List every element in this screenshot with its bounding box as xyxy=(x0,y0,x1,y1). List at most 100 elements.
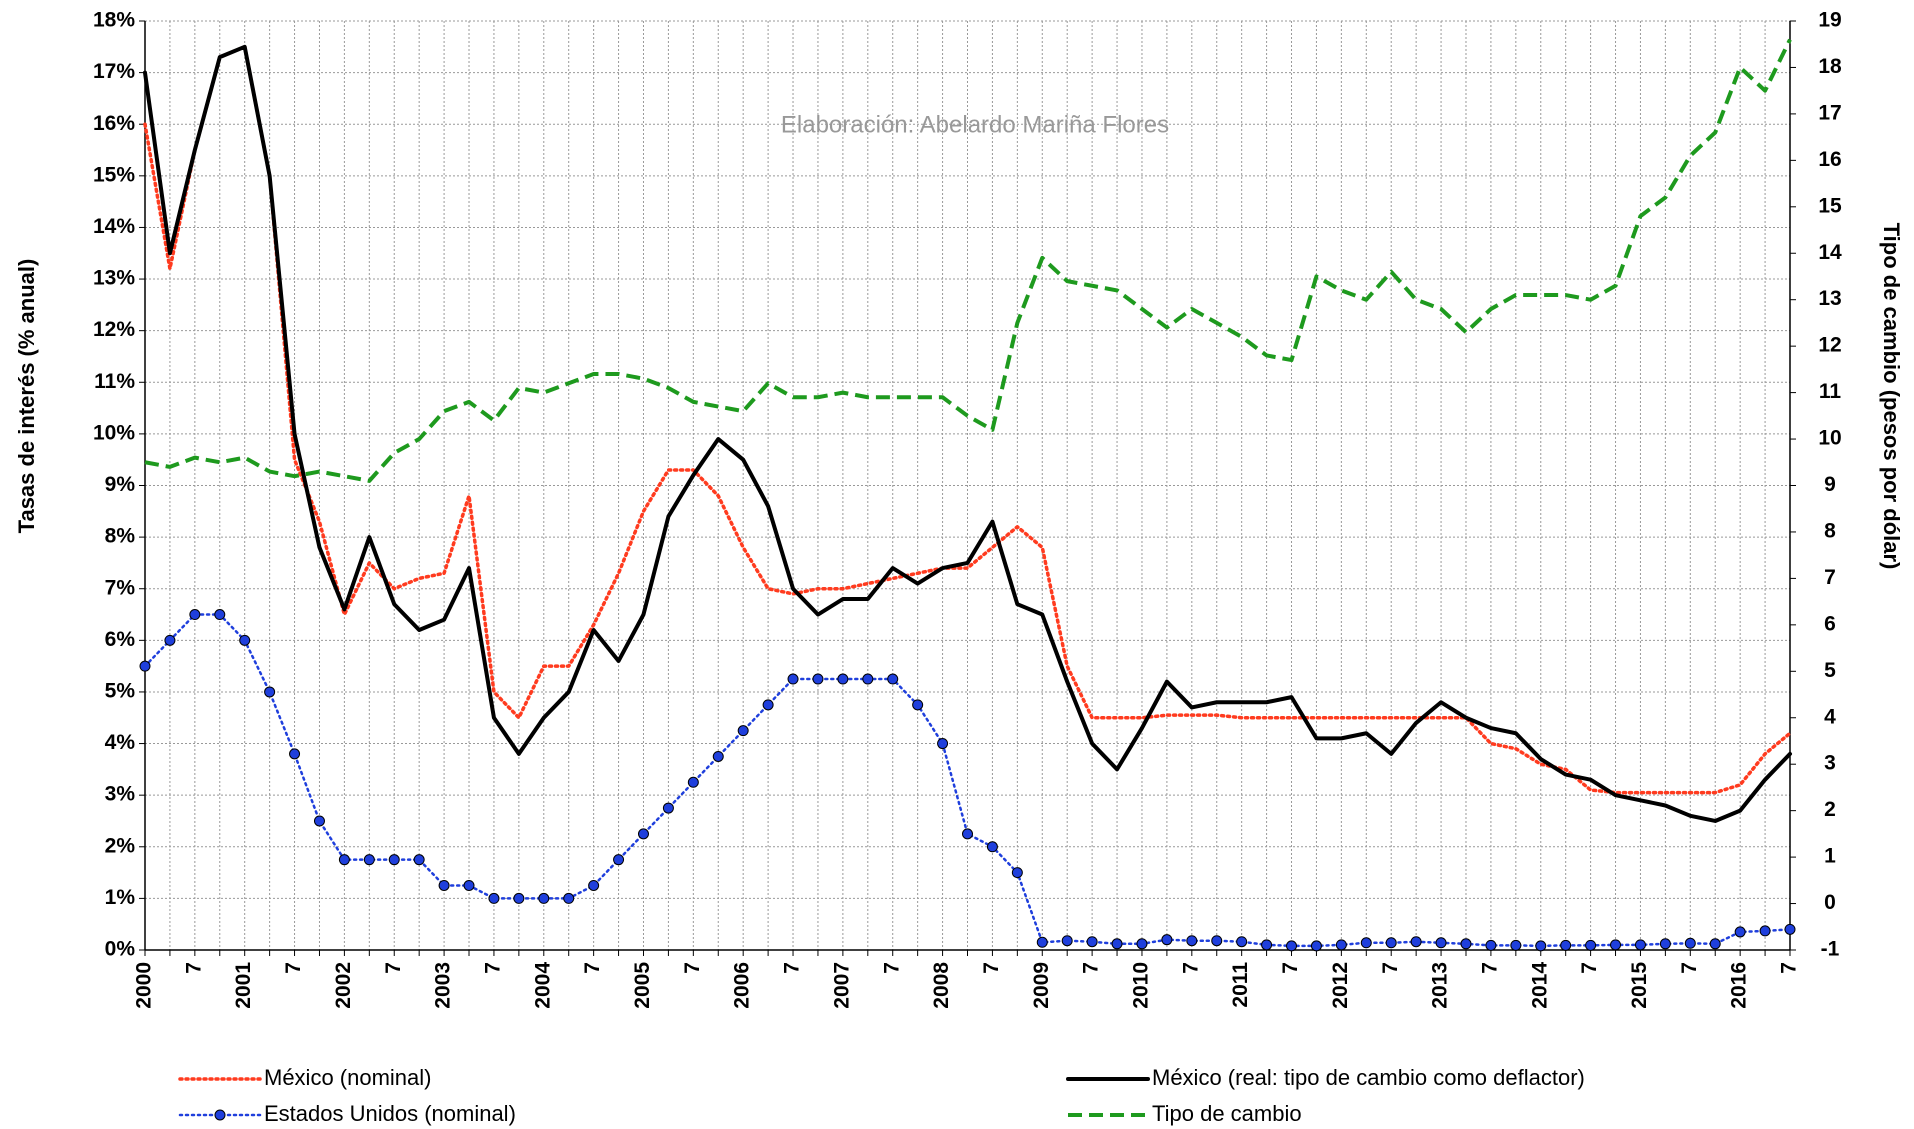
marker xyxy=(986,841,998,853)
y2-tick-label: 5 xyxy=(1824,659,1836,682)
y-tick-label: 5% xyxy=(105,679,136,702)
marker xyxy=(1659,938,1671,950)
marker xyxy=(1784,923,1796,935)
y-axis-title: Tasas de interés (% anual) xyxy=(14,259,39,534)
x-tick-label: 2007 xyxy=(830,962,853,1009)
y2-tick-label: 13 xyxy=(1818,287,1841,310)
x-tick-label: 2001 xyxy=(232,962,255,1009)
y2-tick-label: 11 xyxy=(1819,380,1842,403)
marker xyxy=(1734,926,1746,938)
series-line xyxy=(143,613,1792,948)
marker xyxy=(189,609,201,621)
marker xyxy=(937,738,949,750)
marker xyxy=(1286,940,1298,952)
marker xyxy=(1585,939,1597,951)
marker xyxy=(289,748,301,760)
y2-tick-label: 17 xyxy=(1818,101,1841,124)
x-tick-label: 7 xyxy=(581,962,604,974)
y-tick-label: 16% xyxy=(93,112,135,135)
marker xyxy=(1061,935,1073,947)
x-tick-label: 2013 xyxy=(1429,962,1452,1009)
legend-label: México (nominal) xyxy=(264,1065,432,1090)
x-tick-label: 2014 xyxy=(1528,962,1551,1009)
x-tick-label: 2009 xyxy=(1030,962,1053,1009)
x-tick-label: 2006 xyxy=(731,962,754,1009)
y2-tick-label: 10 xyxy=(1818,427,1841,450)
x-tick-label: 2010 xyxy=(1130,962,1153,1009)
marker xyxy=(264,686,276,698)
y2-tick-label: 15 xyxy=(1818,194,1842,217)
y2-tick-label: 7 xyxy=(1824,566,1836,589)
x-tick-label: 7 xyxy=(1279,962,1302,974)
marker xyxy=(1410,936,1422,948)
marker xyxy=(912,699,924,711)
marker xyxy=(1161,934,1173,946)
marker xyxy=(1111,938,1123,950)
y2-tick-label: 16 xyxy=(1818,148,1841,171)
marker xyxy=(737,725,749,737)
marker xyxy=(962,828,973,840)
y-tick-label: 13% xyxy=(93,267,135,290)
y-tick-label: 4% xyxy=(105,731,136,754)
marker xyxy=(1535,940,1547,952)
marker xyxy=(1560,939,1572,951)
x-tick-label: 7 xyxy=(282,962,305,974)
x-tick-label: 2012 xyxy=(1329,962,1352,1009)
annotation: Elaboración: Abelardo Mariña Flores xyxy=(781,111,1169,138)
marker xyxy=(1360,937,1372,949)
y-tick-label: 17% xyxy=(93,60,135,83)
x-tick-label: 7 xyxy=(781,962,804,974)
x-tick-label: 7 xyxy=(481,962,504,974)
marker xyxy=(1211,935,1223,947)
x-tick-label: 7 xyxy=(1678,962,1701,974)
legend-label: Estados Unidos (nominal) xyxy=(264,1101,516,1126)
y2-tick-label: 3 xyxy=(1824,752,1836,775)
marker xyxy=(388,854,400,866)
x-tick-label: 2002 xyxy=(332,962,355,1009)
marker xyxy=(1634,939,1646,951)
marker xyxy=(214,609,226,621)
marker xyxy=(139,660,151,672)
marker xyxy=(1036,936,1048,948)
marker xyxy=(1460,938,1472,950)
x-tick-label: 7 xyxy=(1778,962,1801,974)
x-tick-label: 2008 xyxy=(930,962,953,1009)
series-line xyxy=(143,44,1792,823)
x-tick-label: 2016 xyxy=(1728,962,1751,1009)
marker xyxy=(812,673,824,685)
marker xyxy=(1485,939,1497,951)
marker xyxy=(538,892,550,904)
y2-tick-label: 8 xyxy=(1824,519,1836,542)
y2-tick-label: 1 xyxy=(1824,845,1836,868)
y-tick-label: 10% xyxy=(93,421,135,444)
marker xyxy=(488,892,500,904)
marker xyxy=(239,634,251,646)
marker xyxy=(413,854,425,866)
marker xyxy=(1236,936,1248,948)
y-tick-label: 2% xyxy=(105,834,136,857)
y-tick-label: 6% xyxy=(105,628,136,651)
marker xyxy=(837,673,849,685)
x-tick-label: 7 xyxy=(681,962,704,974)
y-tick-label: 3% xyxy=(105,783,136,806)
x-tick-label: 2000 xyxy=(133,962,156,1009)
marker xyxy=(1335,939,1347,951)
marker xyxy=(862,673,874,685)
marker xyxy=(1086,936,1098,948)
x-tick-label: 7 xyxy=(880,962,903,974)
marker xyxy=(1684,937,1696,949)
marker xyxy=(887,673,899,685)
marker xyxy=(762,699,774,711)
y-tick-label: 18% xyxy=(93,9,135,32)
marker xyxy=(1610,939,1622,951)
y2-axis-title: Tipo de cambio (pesos por dólar) xyxy=(1879,223,1904,570)
marker xyxy=(1709,938,1721,950)
y2-tick-label: 4 xyxy=(1824,705,1836,728)
marker xyxy=(313,815,325,827)
legend-label: México (real: tipo de cambio como deflac… xyxy=(1152,1065,1585,1090)
marker xyxy=(1011,867,1023,879)
y-tick-label: 15% xyxy=(93,163,135,186)
marker xyxy=(338,854,350,866)
series-line xyxy=(144,38,1792,483)
